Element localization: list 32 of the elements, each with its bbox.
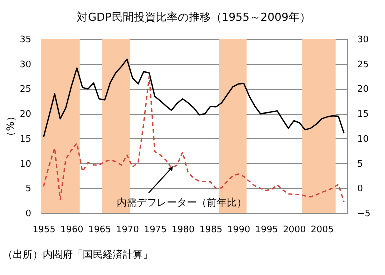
y2-tick-label: 30 [358, 36, 370, 46]
y2-tick-label: 10 [358, 134, 370, 145]
y-tick-label: 25 [20, 85, 32, 96]
y2-tick-label: 20 [358, 85, 370, 96]
x-tick-label: 1995 [255, 226, 278, 236]
y-tick-label: 0 [26, 210, 32, 220]
x-tick-label: 1965 [88, 226, 112, 236]
y-tick-label: 35 [20, 36, 32, 46]
y-tick-label: 20 [20, 110, 32, 120]
x-tick-label: 1990 [228, 226, 251, 236]
x-tick-label: 1975 [144, 226, 168, 236]
x-tick-label: 2000 [283, 226, 306, 236]
x-tick-label: 1955 [32, 226, 56, 236]
y2-tick-label: 5 [358, 160, 364, 170]
y-tick-label: 10 [20, 160, 32, 170]
x-tick-label: 1970 [116, 226, 140, 236]
y-tick-label: 5 [26, 184, 32, 195]
chart-title: 対GDP民間投資比率の推移（1955～2009年） [77, 11, 311, 24]
x-tick-label: 1985 [200, 226, 223, 236]
y-tick-label: 15 [20, 134, 32, 145]
x-tick-label: 1960 [60, 226, 84, 236]
y2-tick-label: 25 [358, 60, 369, 70]
y2-tick-label: −5 [358, 210, 371, 220]
line-series [43, 58, 345, 138]
x-tick-label: 1980 [172, 226, 196, 236]
y2-tick-label: 15 [358, 110, 369, 120]
x-tick-label: 2005 [311, 226, 334, 236]
y-axis-title: （%） [6, 112, 18, 142]
annotation: 内需デフレーター（前年比） [117, 197, 247, 209]
text: （出所）内閣府「国民経済計算」 [3, 249, 153, 261]
y2-tick-label: 0 [358, 184, 364, 195]
y-tick-label: 30 [20, 60, 32, 70]
